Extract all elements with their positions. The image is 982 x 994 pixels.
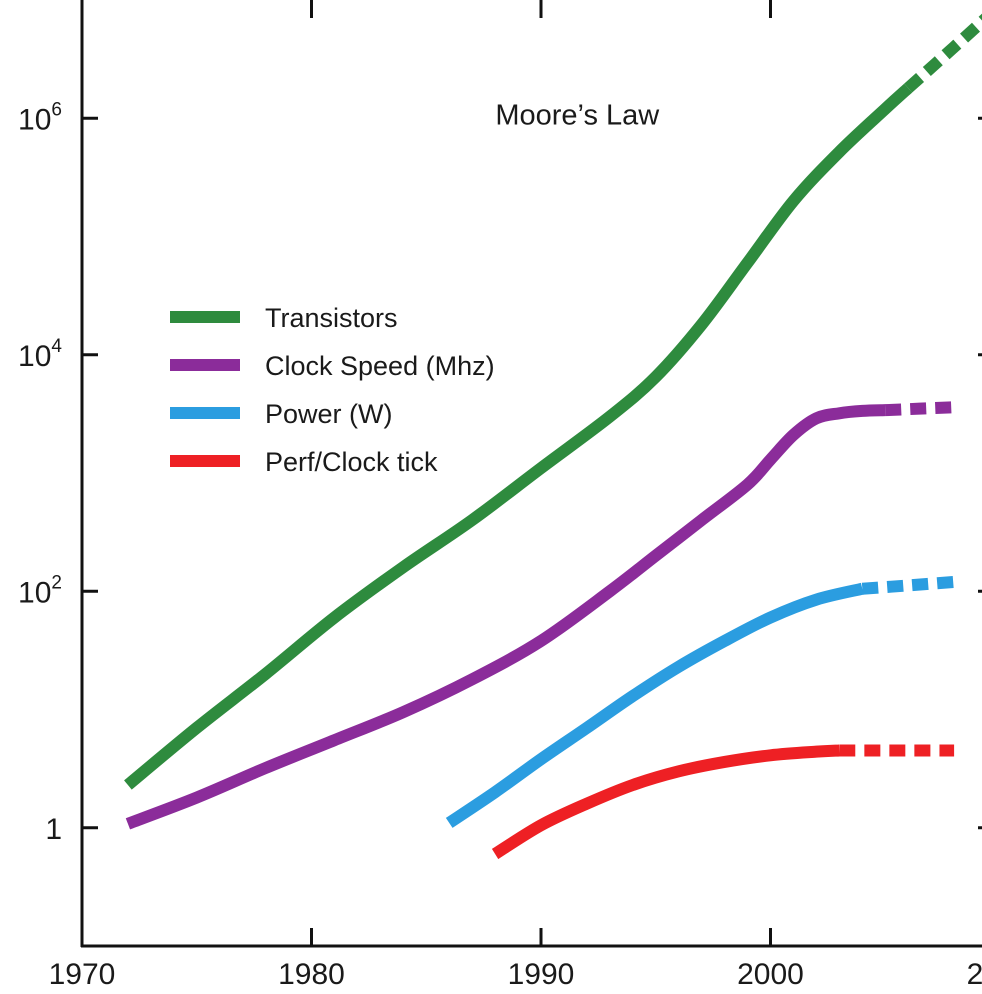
legend-label-transistors: Transistors — [265, 303, 398, 333]
series-line-clock-speed-mhz — [125, 404, 886, 830]
legend-label-clock-speed-mhz: Clock Speed (Mhz) — [265, 351, 495, 381]
x-tick-label-2000: 2000 — [737, 958, 804, 991]
y-tick-label-100: 102 — [18, 572, 62, 609]
y-tick-label-1: 1 — [45, 813, 62, 846]
x-tick-label-1990: 1990 — [508, 958, 575, 991]
ticks: 1970 1980 1990 2000 2010 1 102 104 106 — [18, 0, 982, 991]
series-projection-clock-speed-mhz — [884, 401, 955, 417]
annotations: Moore’s Law — [495, 100, 660, 132]
plot-lines — [124, 13, 982, 860]
x-tick-label-2010: 2010 — [967, 958, 982, 991]
series-projection-power-w — [861, 575, 955, 595]
series-line-perf-clock-tick — [491, 744, 840, 860]
x-tick-label-1970: 1970 — [49, 958, 116, 991]
axes — [80, 0, 982, 948]
legend: Transistors Clock Speed (Mhz) Power (W) Per… — [170, 303, 495, 477]
series-projection-transistors — [904, 13, 982, 93]
series-line-transistors — [124, 83, 913, 790]
legend-label-perf-clock-tick: Perf/Clock tick — [265, 447, 438, 477]
series-line-power-w — [445, 582, 864, 828]
legend-label-power-w: Power (W) — [265, 399, 393, 429]
x-tick-label-1980: 1980 — [278, 958, 345, 991]
y-tick-label-1000000: 106 — [18, 99, 62, 136]
annotation-moore-s-law: Moore’s Law — [495, 100, 660, 132]
y-tick-label-10000: 104 — [18, 336, 62, 373]
